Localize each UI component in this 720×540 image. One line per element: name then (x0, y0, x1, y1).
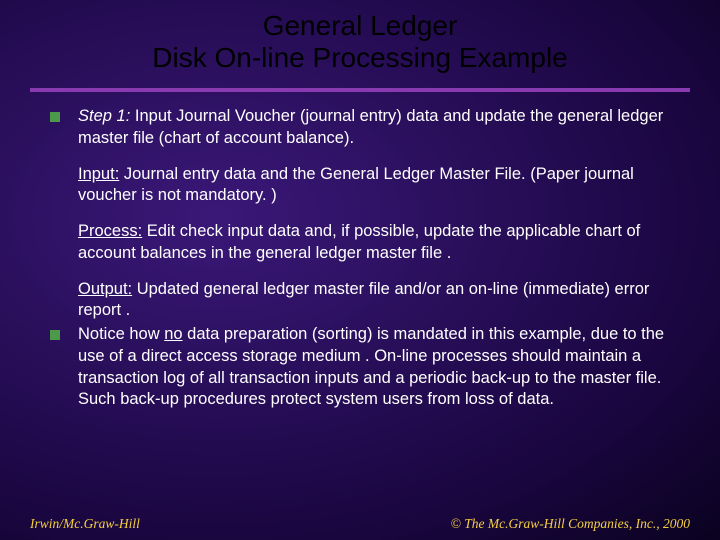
title-line-1: General Ledger (40, 10, 680, 42)
bullet-item-1: Step 1: Input Journal Voucher (journal e… (50, 106, 670, 150)
step-label: Step 1: (78, 107, 130, 125)
bullet-icon (50, 112, 60, 122)
bullet-text-2: Notice how no data preparation (sorting)… (78, 324, 670, 411)
input-text: Journal entry data and the General Ledge… (78, 165, 634, 205)
slide-content: Step 1: Input Journal Voucher (journal e… (0, 106, 720, 411)
slide-footer: Irwin/Mc.Graw-Hill © The Mc.Graw-Hill Co… (30, 516, 690, 532)
process-label: Process: (78, 222, 142, 240)
output-label: Output: (78, 280, 132, 298)
bullet-item-2: Notice how no data preparation (sorting)… (50, 324, 670, 411)
notice-pre: Notice how (78, 325, 164, 343)
bullet-icon (50, 330, 60, 340)
process-paragraph: Process: Edit check input data and, if p… (78, 221, 670, 265)
process-text: Edit check input data and, if possible, … (78, 222, 640, 262)
title-line-2: Disk On-line Processing Example (40, 42, 680, 74)
output-text: Updated general ledger master file and/o… (78, 280, 649, 320)
output-paragraph: Output: Updated general ledger master fi… (78, 279, 670, 323)
input-paragraph: Input: Journal entry data and the Genera… (78, 164, 670, 208)
title-rule (30, 88, 690, 92)
footer-left: Irwin/Mc.Graw-Hill (30, 516, 140, 532)
notice-underline: no (164, 325, 182, 343)
slide-title: General Ledger Disk On-line Processing E… (0, 0, 720, 82)
bullet-text-1: Step 1: Input Journal Voucher (journal e… (78, 106, 670, 150)
input-label: Input: (78, 165, 119, 183)
footer-right: © The Mc.Graw-Hill Companies, Inc., 2000 (451, 516, 690, 532)
step-text: Input Journal Voucher (journal entry) da… (78, 107, 663, 147)
